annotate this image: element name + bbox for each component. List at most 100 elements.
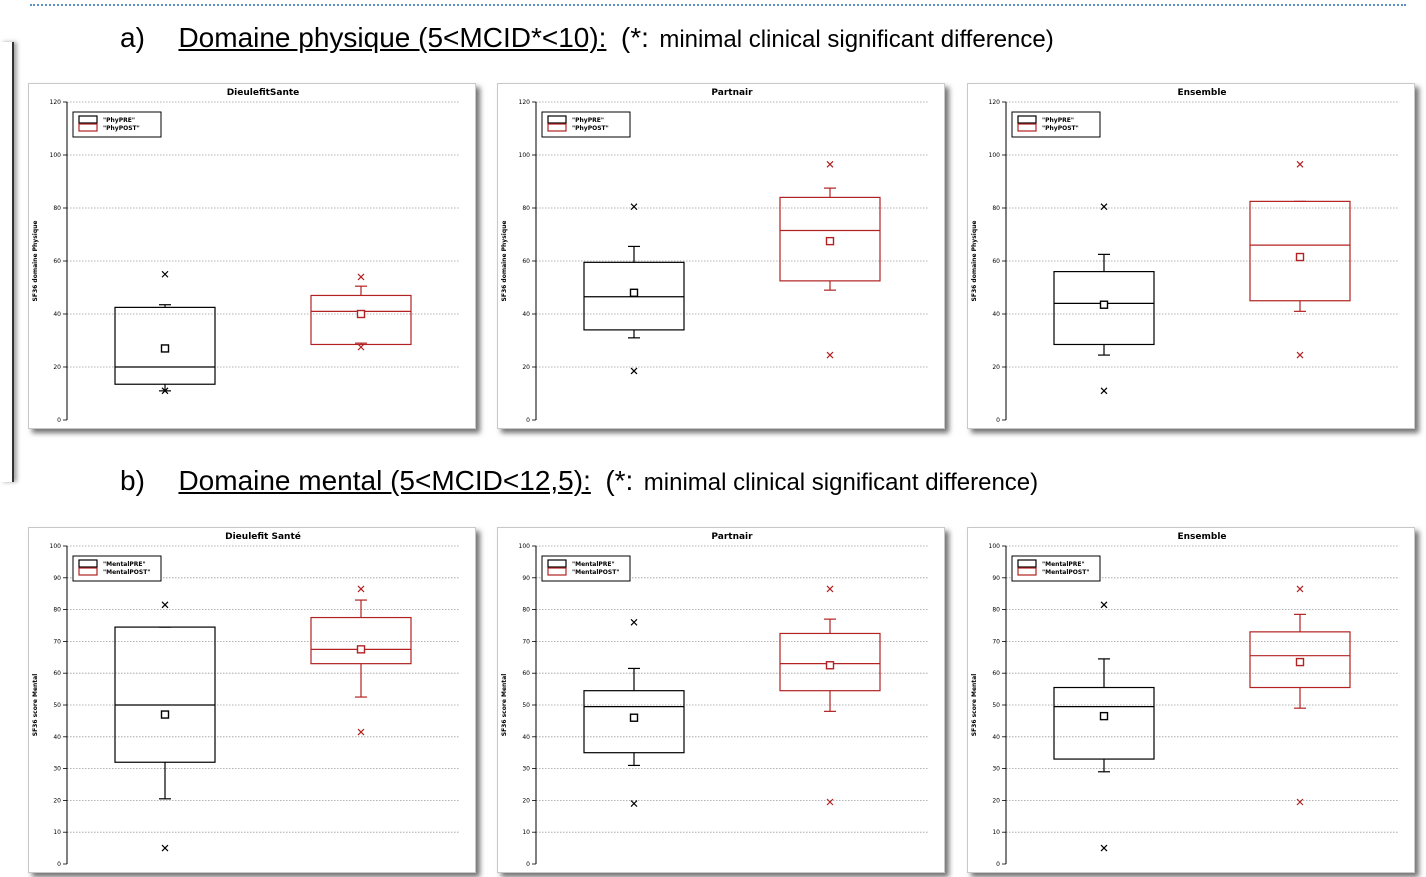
outlier-marker bbox=[1100, 203, 1108, 211]
y-tick-label: 0 bbox=[526, 417, 530, 424]
legend-swatch bbox=[1017, 115, 1037, 124]
y-tick-label: 50 bbox=[53, 702, 61, 709]
y-tick-label: 40 bbox=[992, 734, 1000, 741]
outlier-marker bbox=[1296, 585, 1304, 593]
legend-swatch bbox=[78, 115, 98, 124]
legend-swatch bbox=[1017, 123, 1037, 132]
legend-swatch bbox=[547, 123, 567, 132]
y-tick-label: 50 bbox=[522, 702, 530, 709]
outlier-marker bbox=[826, 585, 834, 593]
legend-label: "PhyPRE" bbox=[1042, 117, 1074, 124]
legend-swatch bbox=[78, 123, 98, 132]
y-tick-label: 90 bbox=[992, 575, 1000, 582]
section-a-title: Domaine physique (5<MCID*<10): bbox=[178, 22, 607, 53]
outlier-marker bbox=[357, 728, 365, 736]
outlier-marker bbox=[630, 367, 638, 375]
boxplot-mental-ensemble: Ensemble SF36 score Mental 0 10 20 30 40 50 60 70… bbox=[971, 532, 1398, 868]
legend-label: "PhyPRE" bbox=[572, 117, 604, 124]
chart-panel-mental-dieulefit: Dieulefit Santé SF36 score Mental 0 10 20 30 4… bbox=[28, 527, 476, 873]
outlier-marker bbox=[161, 270, 169, 278]
y-tick-label: 0 bbox=[526, 861, 530, 868]
chart-panel-mental-ensemble: Ensemble SF36 score Mental 0 10 20 30 40 50 60 70… bbox=[967, 527, 1415, 873]
outlier-marker bbox=[357, 273, 365, 281]
outlier-marker bbox=[161, 601, 169, 609]
boxplot-mental-partnair: Partnair SF36 score Mental 0 10 20 30 40 50 60 70… bbox=[501, 532, 928, 868]
y-tick-label: 40 bbox=[522, 311, 530, 318]
legend-label: "MentalPRE" bbox=[572, 561, 615, 568]
legend-label: "MentalPRE" bbox=[1042, 561, 1085, 568]
boxplot-physique-partnair: Partnair SF36 domaine Physique 0 20 40 60 80 10… bbox=[501, 88, 928, 424]
y-tick-label: 100 bbox=[50, 152, 62, 159]
y-tick-label: 120 bbox=[519, 99, 531, 106]
legend-label: "PhyPRE" bbox=[103, 117, 135, 124]
chart-title: DieulefitSante bbox=[227, 88, 300, 98]
y-tick-label: 100 bbox=[989, 543, 1001, 550]
mean-marker bbox=[160, 344, 170, 353]
y-tick-label: 60 bbox=[53, 670, 61, 677]
outlier-marker bbox=[630, 800, 638, 808]
chart-panel-mental-partnair: Partnair SF36 score Mental 0 10 20 30 40 50 60 70… bbox=[497, 527, 945, 873]
legend-swatch bbox=[1017, 567, 1037, 576]
y-tick-label: 20 bbox=[522, 797, 530, 804]
y-tick-label: 40 bbox=[522, 734, 530, 741]
y-tick-label: 80 bbox=[53, 205, 61, 212]
legend-swatch bbox=[78, 567, 98, 576]
y-tick-label: 20 bbox=[53, 797, 61, 804]
section-a-note-text: minimal clinical significant difference) bbox=[659, 26, 1054, 53]
y-tick-label: 10 bbox=[992, 829, 1000, 836]
section-a-note-marker: (*: bbox=[620, 22, 649, 53]
legend-swatch bbox=[547, 567, 567, 576]
chart-title: Dieulefit Santé bbox=[225, 531, 301, 542]
y-tick-label: 20 bbox=[992, 797, 1000, 804]
legend-label: "PhyPOST" bbox=[572, 125, 609, 132]
y-tick-label: 60 bbox=[522, 258, 530, 265]
legend-swatch bbox=[1017, 559, 1037, 568]
y-tick-label: 80 bbox=[992, 607, 1000, 614]
section-b-note-marker: (*: bbox=[605, 465, 634, 496]
y-tick-label: 80 bbox=[992, 205, 1000, 212]
y-tick-label: 70 bbox=[53, 638, 61, 645]
y-tick-label: 0 bbox=[57, 861, 61, 868]
y-tick-label: 90 bbox=[53, 575, 61, 582]
outlier-marker bbox=[1296, 798, 1304, 806]
legend-label: "MentalPOST" bbox=[1042, 569, 1089, 576]
legend-label: "MentalPOST" bbox=[572, 569, 619, 576]
mean-marker bbox=[825, 236, 835, 246]
section-b-title: Domaine mental (5<MCID<12,5): bbox=[178, 465, 591, 496]
y-tick-label: 120 bbox=[989, 99, 1001, 106]
chart-panel-physique-dieulefit: DieulefitSante SF36 domaine Physique 0 20 40… bbox=[28, 83, 476, 429]
y-tick-label: 30 bbox=[522, 766, 530, 773]
mean-marker bbox=[1295, 252, 1305, 262]
legend-label: "PhyPOST" bbox=[103, 125, 140, 132]
y-tick-label: 0 bbox=[996, 417, 1000, 424]
y-tick-label: 80 bbox=[522, 607, 530, 614]
box-iqr bbox=[114, 626, 216, 763]
chart-title: Ensemble bbox=[1177, 532, 1226, 542]
y-tick-label: 30 bbox=[992, 766, 1000, 773]
y-tick-label: 50 bbox=[992, 702, 1000, 709]
top-dotted-rule bbox=[30, 0, 1406, 6]
box-iqr bbox=[310, 616, 412, 665]
outlier-marker bbox=[357, 585, 365, 593]
boxplot-mental-dieulefit: Dieulefit Santé SF36 score Mental 0 10 20 30 4… bbox=[32, 531, 459, 868]
chart-title: Partnair bbox=[711, 532, 753, 542]
y-axis-label: SF36 domaine Physique bbox=[501, 221, 508, 302]
y-tick-label: 100 bbox=[519, 543, 531, 550]
mean-marker bbox=[356, 645, 366, 654]
legend-label: "PhyPOST" bbox=[1042, 125, 1079, 132]
y-tick-label: 20 bbox=[53, 364, 61, 371]
mean-marker bbox=[825, 661, 835, 670]
y-tick-label: 100 bbox=[519, 152, 531, 159]
chart-panel-physique-ensemble: Ensemble SF36 domaine Physique 0 20 40 60 80 10… bbox=[967, 83, 1415, 429]
outlier-marker bbox=[357, 343, 365, 351]
legend-swatch bbox=[547, 115, 567, 124]
y-tick-label: 60 bbox=[522, 670, 530, 677]
outlier-marker bbox=[1100, 601, 1108, 609]
legend-swatch bbox=[78, 559, 98, 568]
mean-marker bbox=[629, 288, 639, 298]
y-axis-label: SF36 score Mental bbox=[971, 674, 978, 737]
outlier-marker bbox=[1100, 844, 1108, 852]
y-tick-label: 40 bbox=[53, 311, 61, 318]
y-tick-label: 90 bbox=[522, 575, 530, 582]
y-tick-label: 30 bbox=[53, 766, 61, 773]
